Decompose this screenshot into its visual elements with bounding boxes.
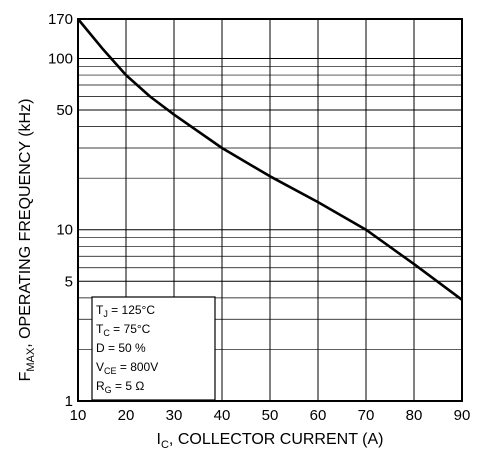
x-tick-label: 30: [166, 407, 183, 424]
annotation-line: VCE = 800V: [96, 360, 158, 376]
y-tick-label: 50: [56, 102, 73, 119]
x-tick-label: 40: [214, 407, 231, 424]
conditions-annotation: TJ = 125°C TC = 75°C D = 50 % VCE = 800V RG …: [91, 296, 216, 401]
x-tick-label: 10: [70, 407, 87, 424]
y-tick-labels: 1 5 10 50 100 170: [48, 11, 73, 410]
y-tick-label: 1: [65, 393, 73, 410]
y-tick-label: 170: [48, 11, 73, 28]
annotation-line: RG = 5 Ω: [96, 379, 144, 395]
annotation-line: TC = 75°C: [96, 322, 151, 338]
y-tick-label: 10: [56, 222, 73, 239]
annotation-line: TJ = 125°C: [96, 303, 155, 319]
annotation-line: D = 50 %: [96, 341, 146, 355]
series-line: [76, 18, 463, 301]
x-tick-label: 20: [118, 407, 135, 424]
y-tick-label: 100: [48, 50, 73, 67]
y-axis-label: FMAX, OPERATING FREQUENCY (kHz): [17, 99, 37, 382]
x-tick-label: 60: [310, 407, 327, 424]
x-tick-label: 80: [406, 407, 423, 424]
plot-frame: [77, 18, 463, 402]
y-tick-label: 5: [65, 273, 73, 290]
x-tick-label: 50: [262, 407, 279, 424]
annotation-box: [91, 296, 216, 401]
x-tick-label: 90: [454, 407, 471, 424]
grid-major: [78, 19, 462, 401]
x-tick-labels: 10 20 30 40 50 60 70 80 90: [70, 407, 471, 424]
x-tick-label: 70: [358, 407, 375, 424]
x-axis-label: IC, COLLECTOR CURRENT (A): [157, 431, 384, 451]
series: [76, 18, 463, 301]
